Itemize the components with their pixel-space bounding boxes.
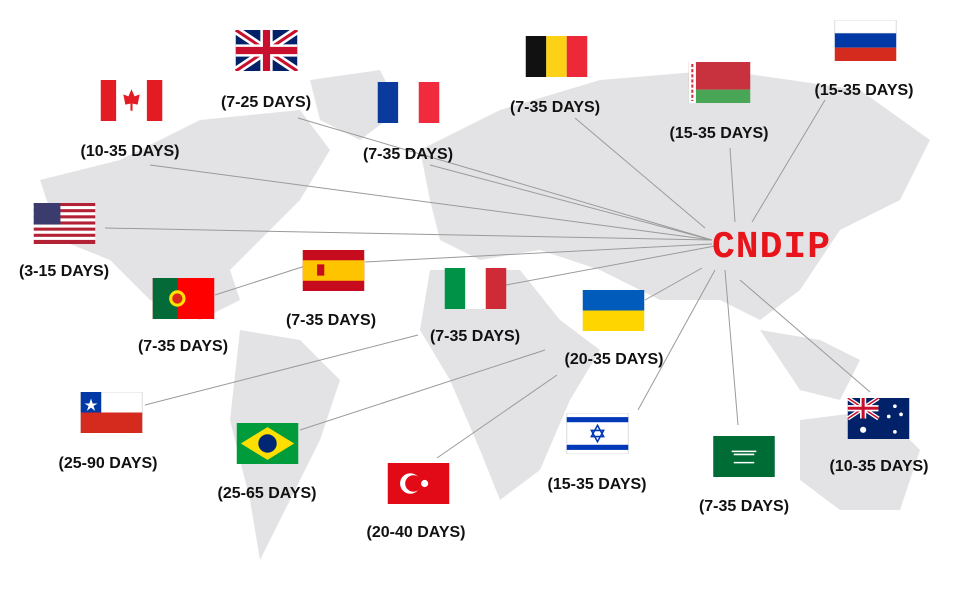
belarus-delivery-time: (15-35 DAYS): [669, 125, 769, 142]
israel-delivery-time: (15-35 DAYS): [547, 476, 647, 493]
route-usa: [104, 227, 713, 241]
australia-delivery-time: (10-35 DAYS): [829, 458, 929, 475]
route-ukraine: [644, 267, 703, 301]
russia-delivery-time: (15-35 DAYS): [814, 82, 914, 99]
saudi-arabia-delivery-time: (7-35 DAYS): [698, 498, 790, 515]
chile-flag: [80, 392, 143, 433]
spain-delivery-time: (7-35 DAYS): [285, 312, 377, 329]
brazil-flag: [236, 423, 299, 464]
brazil-delivery-time: (25-65 DAYS): [217, 485, 317, 502]
spain-flag: [302, 250, 365, 291]
route-belarus: [729, 147, 736, 223]
chile-delivery-time: (25-90 DAYS): [58, 455, 158, 472]
usa-flag: [33, 203, 96, 244]
continents: [40, 70, 930, 560]
route-australia: [739, 279, 871, 393]
route-chile: [144, 334, 419, 406]
route-uk: [297, 117, 713, 241]
uk-delivery-time: (7-25 DAYS): [220, 94, 312, 111]
belarus-flag: [688, 62, 751, 103]
route-turkey: [436, 374, 558, 459]
belgium-delivery-time: (7-35 DAYS): [509, 99, 601, 116]
australia-flag: [847, 398, 910, 439]
france-flag: [377, 82, 440, 123]
route-spain: [364, 243, 713, 263]
saudi-arabia-flag: [713, 436, 775, 477]
usa-delivery-time: (3-15 DAYS): [18, 263, 110, 280]
route-belgium: [574, 117, 706, 229]
belgium-flag: [525, 36, 588, 77]
ukraine-flag: [582, 290, 645, 331]
canada-delivery-time: (10-35 DAYS): [80, 143, 180, 160]
uk-flag: [235, 30, 298, 71]
portugal-flag: [152, 278, 215, 319]
route-italy: [505, 245, 716, 286]
route-france: [429, 164, 713, 241]
turkey-delivery-time: (20-40 DAYS): [366, 524, 466, 541]
france-delivery-time: (7-35 DAYS): [362, 146, 454, 163]
canada-flag: [100, 80, 163, 121]
route-canada: [149, 164, 713, 241]
route-russia: [751, 99, 826, 223]
italy-delivery-time: (7-35 DAYS): [429, 328, 521, 345]
hub-label: CNDIP: [712, 226, 832, 269]
ukraine-delivery-time: (20-35 DAYS): [564, 351, 664, 368]
italy-flag: [444, 268, 507, 309]
turkey-flag: [387, 463, 450, 504]
russia-flag: [834, 20, 897, 61]
route-saudi: [724, 269, 739, 426]
shipping-routes: [104, 99, 871, 459]
portugal-delivery-time: (7-35 DAYS): [137, 338, 229, 355]
israel-flag: [566, 413, 629, 454]
route-brazil: [299, 349, 546, 431]
route-israel: [637, 269, 716, 411]
